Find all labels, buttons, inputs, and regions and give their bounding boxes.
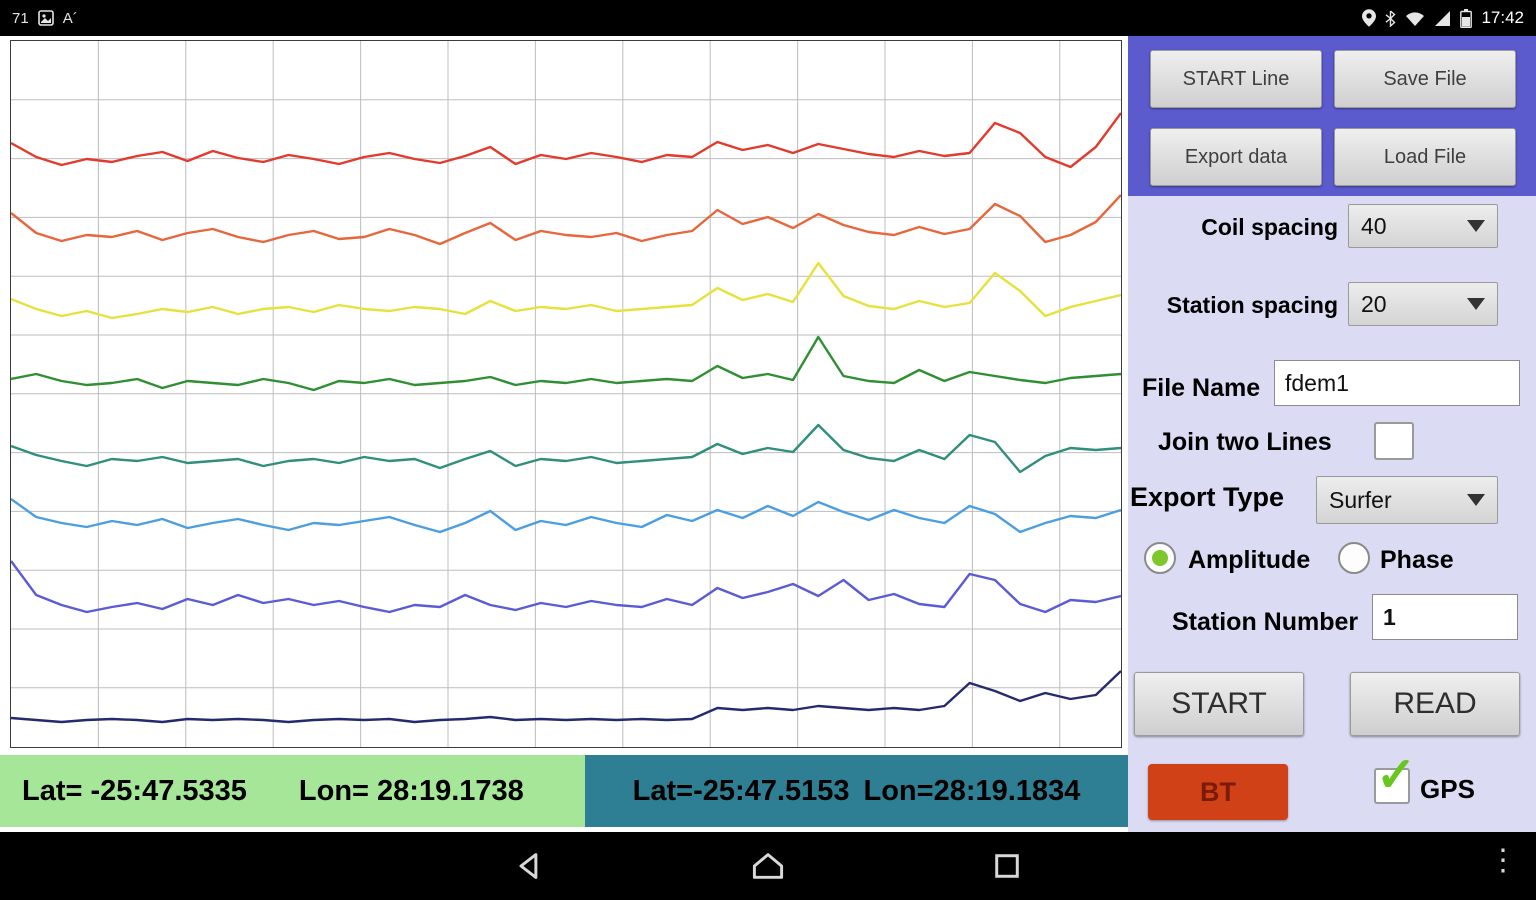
android-nav-bar (0, 832, 1536, 900)
chart-area (10, 40, 1122, 748)
station-number-label: Station Number (1172, 608, 1359, 636)
coil-spacing-value: 40 (1361, 212, 1387, 239)
gps-label: GPS (1420, 774, 1475, 804)
start-line-button[interactable]: START Line (1150, 50, 1322, 108)
gps-coords-current: Lat= -25:47.5335 Lon= 28:19.1738 (0, 755, 585, 827)
signal-icon (1434, 10, 1451, 26)
chevron-down-icon (1467, 298, 1485, 310)
join-two-lines-checkbox[interactable] (1374, 422, 1414, 460)
bluetooth-connect-button[interactable]: BT (1148, 764, 1288, 820)
back-button[interactable] (513, 850, 545, 882)
file-name-label: File Name (1142, 374, 1261, 402)
nav-overflow-menu-icon[interactable]: ⋮ (1488, 844, 1518, 877)
station-spacing-value: 20 (1361, 290, 1387, 317)
chevron-down-icon (1467, 220, 1485, 232)
phase-radio-label: Phase (1380, 546, 1454, 574)
start-button[interactable]: START (1134, 672, 1304, 736)
current-lon-text: Lon= 28:19.1738 (298, 774, 524, 807)
status-bar-left: 71 A´ (12, 10, 78, 27)
current-lat-text: Lat= -25:47.5335 (22, 774, 247, 807)
status-bar-right: 17:42 (1362, 8, 1524, 28)
station-lat-text: Lat=-25:47.5153 (632, 774, 850, 807)
gps-checkbox[interactable]: ✓ (1374, 752, 1416, 804)
home-button[interactable] (751, 850, 785, 882)
station-spacing-label: Station spacing (1166, 292, 1338, 318)
status-notification-count: 71 (12, 9, 29, 27)
coil-spacing-dropdown[interactable]: 40 (1348, 204, 1498, 248)
check-icon: ✓ (1376, 749, 1417, 802)
radio-selected-dot (1152, 550, 1168, 566)
phase-radio[interactable] (1338, 542, 1370, 574)
coil-spacing-label: Coil spacing (1201, 214, 1338, 240)
amplitude-radio[interactable] (1144, 542, 1176, 574)
join-two-lines-label: Join two Lines (1158, 428, 1332, 456)
export-type-value: Surfer (1329, 486, 1392, 513)
export-type-dropdown[interactable]: Surfer (1316, 476, 1498, 524)
amplitude-radio-label: Amplitude (1188, 546, 1311, 574)
gps-coords-station: Lat=-25:47.5153 Lon=28:19.1834 (585, 755, 1128, 827)
read-button[interactable]: READ (1350, 672, 1520, 736)
export-type-label: Export Type (1130, 482, 1285, 512)
recent-apps-button[interactable] (991, 850, 1023, 882)
battery-icon (1460, 8, 1473, 28)
em-traces-chart (11, 41, 1121, 747)
screenshot-icon (37, 10, 54, 26)
control-panel: START Line Save File Export data Load Fi… (1128, 36, 1536, 832)
save-file-button[interactable]: Save File (1334, 50, 1516, 108)
station-number-input[interactable] (1372, 594, 1518, 640)
chevron-down-icon (1467, 494, 1485, 506)
clock-text: 17:42 (1481, 8, 1524, 27)
wifi-icon (1405, 11, 1425, 26)
export-data-button[interactable]: Export data (1150, 128, 1322, 186)
status-bar: 71 A´ 17:42 (0, 0, 1536, 36)
file-name-input[interactable] (1274, 360, 1520, 406)
location-icon (1362, 9, 1377, 27)
station-spacing-dropdown[interactable]: 20 (1348, 282, 1498, 326)
load-file-button[interactable]: Load File (1334, 128, 1516, 186)
bluetooth-icon (1385, 9, 1396, 27)
font-status-icon: A´ (62, 9, 78, 27)
station-lon-text: Lon=28:19.1834 (863, 774, 1081, 807)
